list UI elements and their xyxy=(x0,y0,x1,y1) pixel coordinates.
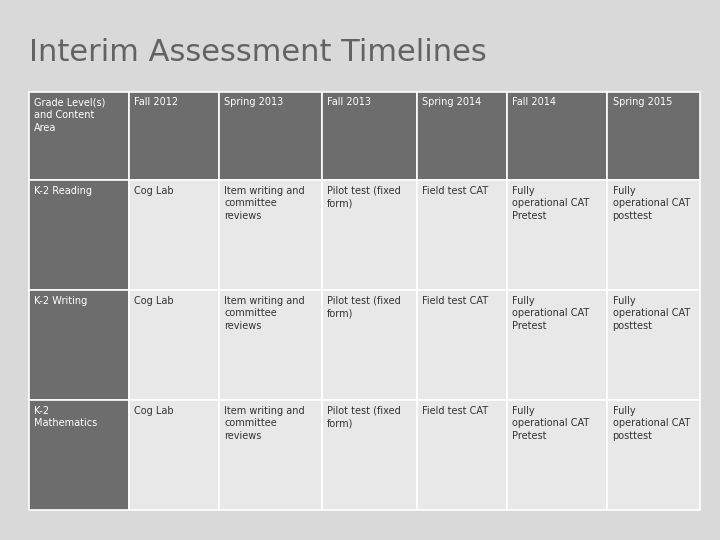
Text: Field test CAT: Field test CAT xyxy=(423,406,488,416)
Text: Spring 2013: Spring 2013 xyxy=(224,97,283,107)
Text: Field test CAT: Field test CAT xyxy=(423,186,488,195)
Text: Fully
operational CAT
posttest: Fully operational CAT posttest xyxy=(613,296,690,331)
Text: Item writing and
committee
reviews: Item writing and committee reviews xyxy=(224,296,305,331)
Text: Fall 2013: Fall 2013 xyxy=(328,97,372,107)
Text: K-2 Writing: K-2 Writing xyxy=(34,296,87,306)
Text: Pilot test (fixed
form): Pilot test (fixed form) xyxy=(328,186,401,208)
Text: Cog Lab: Cog Lab xyxy=(135,186,174,195)
Text: Cog Lab: Cog Lab xyxy=(135,296,174,306)
Text: Fall 2012: Fall 2012 xyxy=(135,97,179,107)
Text: Grade Level(s)
and Content
Area: Grade Level(s) and Content Area xyxy=(34,97,105,133)
Text: Fall 2014: Fall 2014 xyxy=(512,97,556,107)
Text: Fully
operational CAT
posttest: Fully operational CAT posttest xyxy=(613,186,690,221)
Text: Spring 2015: Spring 2015 xyxy=(613,97,672,107)
Text: Spring 2014: Spring 2014 xyxy=(423,97,482,107)
Text: Fully
operational CAT
posttest: Fully operational CAT posttest xyxy=(613,406,690,441)
Text: Item writing and
committee
reviews: Item writing and committee reviews xyxy=(224,406,305,441)
Text: Pilot test (fixed
form): Pilot test (fixed form) xyxy=(328,406,401,428)
Text: Cog Lab: Cog Lab xyxy=(135,406,174,416)
Text: Item writing and
committee
reviews: Item writing and committee reviews xyxy=(224,186,305,221)
Text: Fully
operational CAT
Pretest: Fully operational CAT Pretest xyxy=(512,296,589,331)
Text: Pilot test (fixed
form): Pilot test (fixed form) xyxy=(328,296,401,319)
Text: Interim Assessment Timelines: Interim Assessment Timelines xyxy=(29,38,487,67)
Text: K-2
Mathematics: K-2 Mathematics xyxy=(34,406,97,428)
Text: Fully
operational CAT
Pretest: Fully operational CAT Pretest xyxy=(512,406,589,441)
Text: K-2 Reading: K-2 Reading xyxy=(34,186,92,195)
Text: Field test CAT: Field test CAT xyxy=(423,296,488,306)
Text: Fully
operational CAT
Pretest: Fully operational CAT Pretest xyxy=(512,186,589,221)
